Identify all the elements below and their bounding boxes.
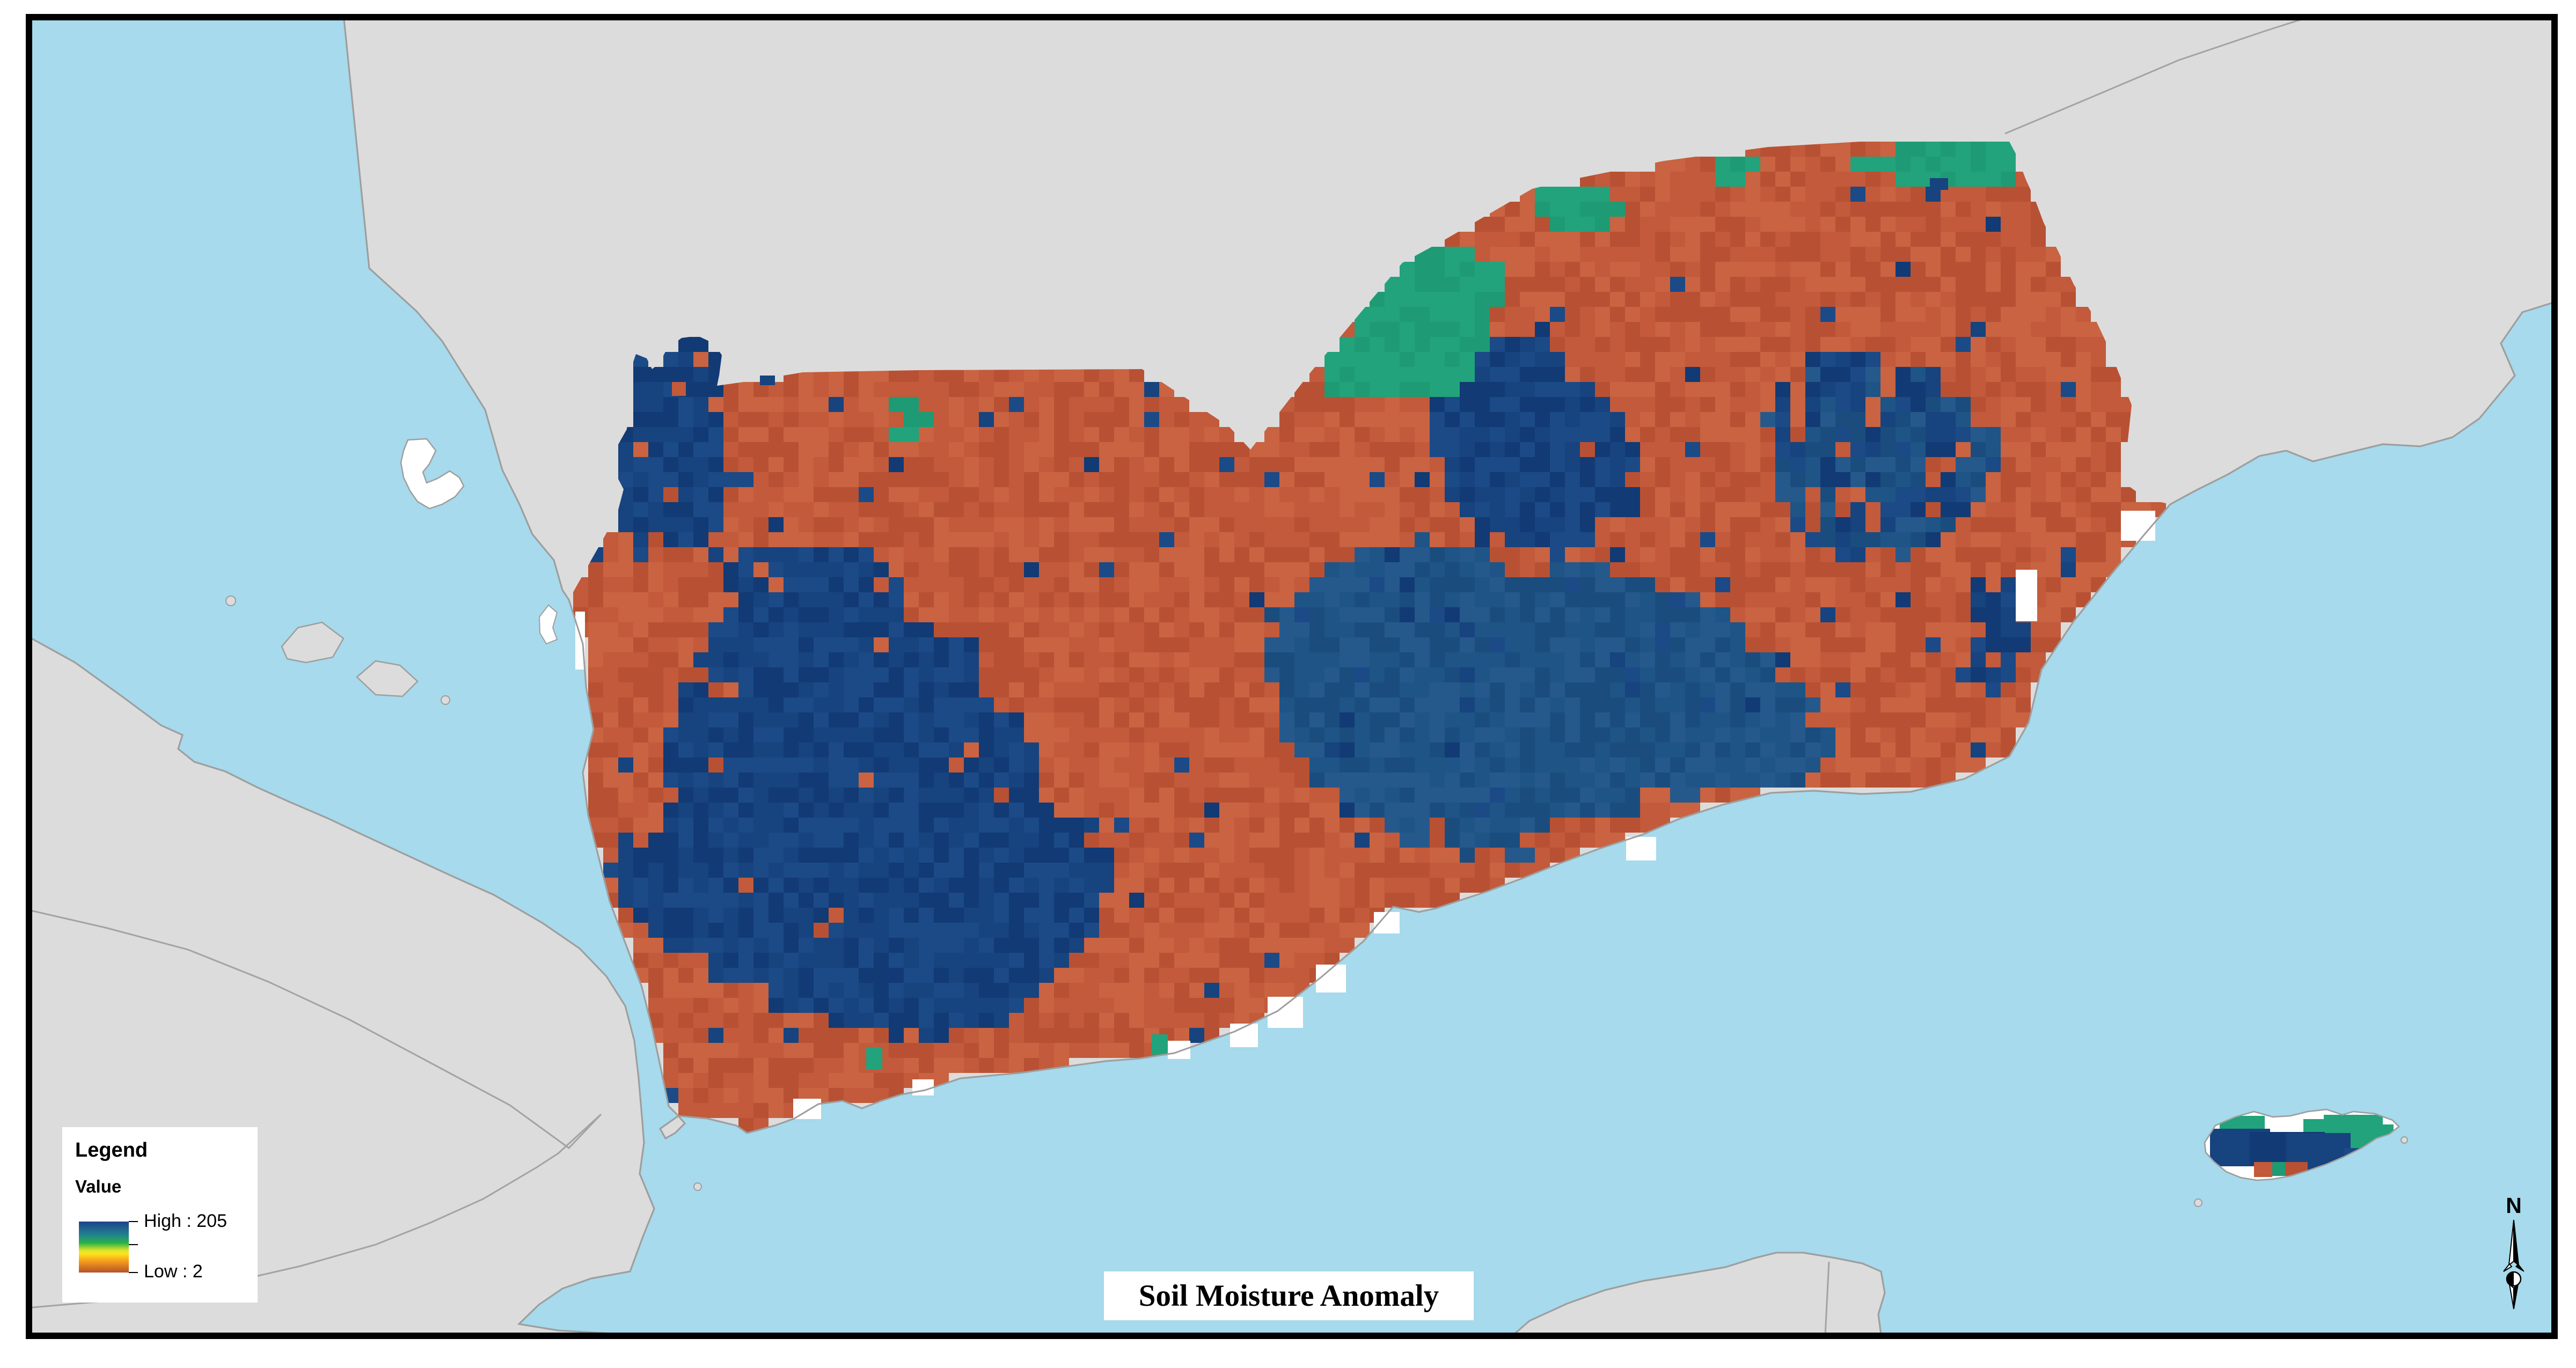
legend-title: Legend	[75, 1139, 148, 1161]
legend-layer-name: Value	[75, 1176, 122, 1196]
north-arrow-label: N	[2506, 1193, 2522, 1218]
north-arrow[interactable]: N	[2490, 1193, 2538, 1310]
north-arrow-icon	[2503, 1219, 2524, 1310]
coastline-strokes	[32, 20, 2553, 1336]
legend-high-label: High : 205	[144, 1211, 227, 1231]
legend-low-label: Low : 2	[144, 1261, 203, 1282]
small-islands	[225, 595, 2408, 1207]
socotra-island	[2204, 1108, 2400, 1181]
ramp-tick-low	[129, 1272, 138, 1273]
map-title-box[interactable]: Soil Moisture Anomaly	[1104, 1271, 1474, 1320]
legend-color-ramp	[79, 1222, 129, 1273]
raster-extra-cells	[672, 178, 1948, 1070]
ramp-tick-mid	[129, 1244, 138, 1245]
map-title-text: Soil Moisture Anomaly	[1138, 1279, 1439, 1313]
ramp-tick-high	[129, 1221, 138, 1222]
legend-box[interactable]: Legend Value High : 205 Low : 2	[62, 1127, 258, 1303]
soil-moisture-raster[interactable]	[573, 142, 2166, 1133]
map-frame-border	[26, 14, 2558, 1339]
